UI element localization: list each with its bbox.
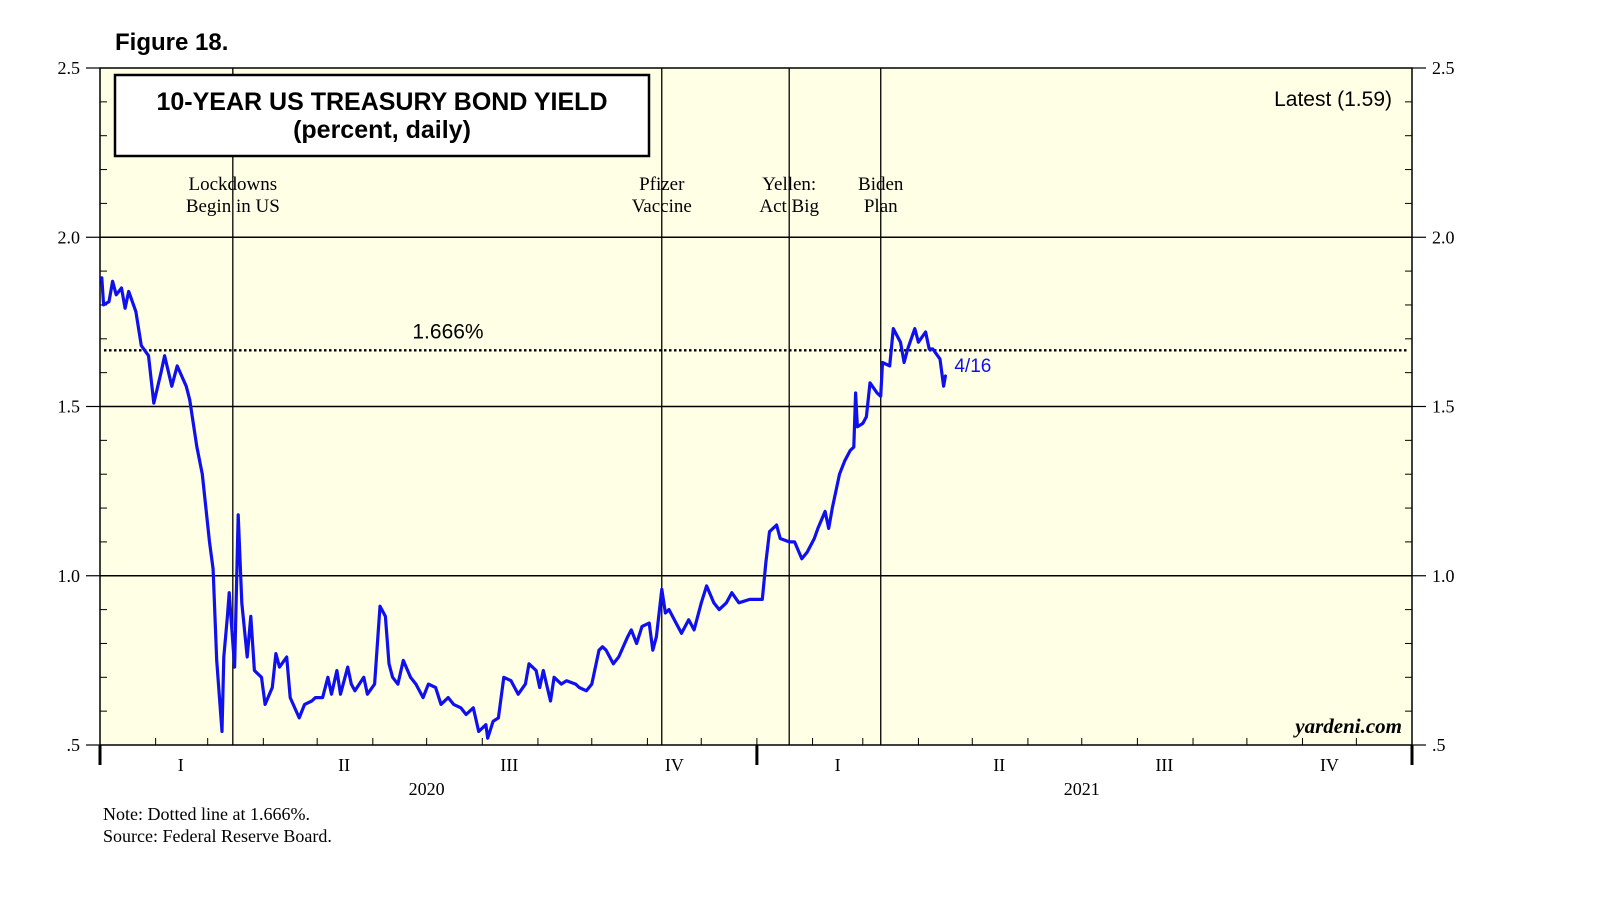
x-quarter-label: I bbox=[178, 755, 184, 775]
reference-label: 1.666% bbox=[412, 320, 483, 343]
chart-title: 10-YEAR US TREASURY BOND YIELD bbox=[156, 88, 607, 116]
y-tick-label-left: 1.5 bbox=[58, 397, 81, 417]
y-tick-label-left: 2.0 bbox=[58, 227, 81, 247]
y-tick-label-right: 1.0 bbox=[1432, 566, 1455, 586]
grid-lines bbox=[100, 236, 1412, 577]
title-box bbox=[113, 73, 651, 158]
x-year-label: 2020 bbox=[409, 779, 445, 799]
x-quarter-label: IV bbox=[1320, 755, 1339, 775]
watermark: yardeni.com bbox=[1292, 714, 1402, 738]
chart-subtitle: (percent, daily) bbox=[293, 116, 471, 144]
series-layer: 4/16 bbox=[100, 276, 991, 740]
figure-label: Figure 18. bbox=[115, 29, 228, 56]
reference-line: 1.666% bbox=[104, 320, 1408, 352]
event-label: Vaccine bbox=[632, 196, 692, 217]
y-axis-left: 2.5 2.0 1.5 1.0 .5 bbox=[58, 58, 81, 755]
x-year-label: 2021 bbox=[1064, 779, 1100, 799]
y-tick-label-left: 2.5 bbox=[58, 58, 81, 78]
y-tick-label-right: .5 bbox=[1432, 735, 1446, 755]
event-label: Biden bbox=[858, 174, 904, 195]
latest-label: Latest (1.59) bbox=[1274, 88, 1392, 111]
x-quarter-label: IV bbox=[665, 755, 684, 775]
tick-marks bbox=[86, 67, 1426, 765]
x-quarter-label: III bbox=[500, 755, 518, 775]
yield-series-line bbox=[100, 276, 947, 740]
x-quarter-label: II bbox=[993, 755, 1005, 775]
note-line: Note: Dotted line at 1.666%. bbox=[103, 804, 310, 824]
x-quarter-label: I bbox=[835, 755, 841, 775]
event-label: Lockdowns bbox=[188, 174, 277, 195]
y-tick-label-right: 2.5 bbox=[1432, 58, 1455, 78]
y-tick-label-left: 1.0 bbox=[58, 566, 81, 586]
y-tick-label-right: 1.5 bbox=[1432, 397, 1455, 417]
event-label: Act Big bbox=[759, 196, 819, 217]
y-tick-label-left: .5 bbox=[67, 735, 81, 755]
event-label: Plan bbox=[864, 196, 898, 217]
y-axis-right: 2.5 2.0 1.5 1.0 .5 bbox=[1432, 58, 1455, 755]
x-quarter-label: II bbox=[338, 755, 350, 775]
series-end-label: 4/16 bbox=[954, 356, 991, 377]
x-quarter-label: III bbox=[1155, 755, 1173, 775]
event-label: Begin in US bbox=[186, 196, 280, 217]
y-tick-label-right: 2.0 bbox=[1432, 227, 1455, 247]
event-label: Pfizer bbox=[639, 174, 685, 195]
event-label: Yellen: bbox=[762, 174, 816, 195]
source-line: Source: Federal Reserve Board. bbox=[103, 826, 332, 846]
